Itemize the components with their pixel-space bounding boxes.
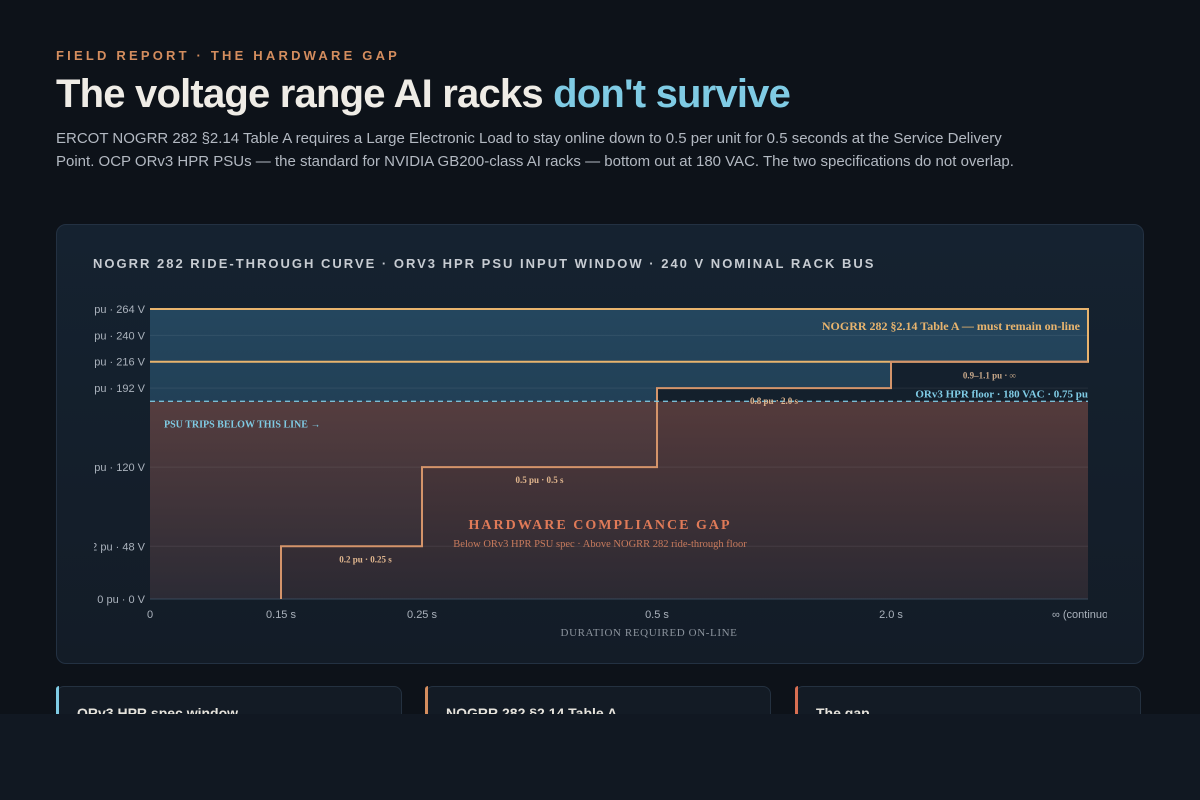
psu-trip-annotation: PSU TRIPS BELOW THIS LINE → [164, 419, 320, 430]
y-tick-label: 0.8 pu · 192 V [76, 383, 146, 395]
page: FIELD REPORT · THE HARDWARE GAP The volt… [56, 0, 1144, 714]
page-title: The voltage range AI racks don't survive [56, 72, 791, 117]
gap-title: HARDWARE COMPLIANCE GAP [469, 518, 732, 533]
y-tick-label: 0 pu · 0 V [97, 594, 145, 606]
x-tick-label: 0 [147, 609, 153, 621]
x-tick-label: 0.25 s [407, 609, 437, 621]
y-tick-label: 0.2 pu · 48 V [82, 541, 146, 553]
info-cards: ORv3 HPR spec window NOGRR 282 §2.14 Tab… [56, 686, 1144, 714]
eyebrow: FIELD REPORT · THE HARDWARE GAP [56, 48, 401, 63]
info-card-orv3: ORv3 HPR spec window [56, 686, 402, 714]
info-card-accent-bar [425, 686, 428, 714]
info-card-accent-bar [795, 686, 798, 714]
x-tick-label: 2.0 s [879, 609, 903, 621]
info-card-label: NOGRR 282 §2.14 Table A [446, 705, 618, 714]
y-tick-label: 1.1 pu · 264 V [76, 304, 146, 316]
step-label: 0.8 pu · 2.0 s [750, 396, 799, 406]
nogrr-upper-boundary [150, 308, 1089, 363]
gap-subtitle: Below ORv3 HPR PSU spec · Above NOGRR 28… [453, 539, 747, 550]
x-tick-label: 0.5 s [645, 609, 669, 621]
step-label: 0.2 pu · 0.25 s [339, 554, 392, 564]
x-tick-label: 0.15 s [266, 609, 296, 621]
chart-card-title: NOGRR 282 RIDE-THROUGH CURVE · ORV3 HPR … [93, 256, 876, 271]
info-card-nogrr: NOGRR 282 §2.14 Table A [425, 686, 771, 714]
x-tick-label: ∞ (continuous) [1052, 609, 1123, 621]
psu-floor-label: ORv3 HPR floor · 180 VAC · 0.75 pu [915, 388, 1088, 400]
y-tick-label: 1.0 pu · 240 V [76, 330, 146, 342]
x-axis-label: DURATION REQUIRED ON-LINE [561, 627, 738, 639]
info-card-gap: The gap [795, 686, 1141, 714]
title-accent: don't survive [553, 72, 791, 116]
bottom-band [0, 714, 1200, 800]
y-tick-label: 0.9 pu · 216 V [76, 357, 146, 369]
ride-through-chart: 0 pu · 0 V 0.2 pu · 48 V 0.5 pu · 120 V 0.8… [76, 304, 1123, 639]
info-card-label: The gap [816, 705, 870, 714]
ride-through-step-curve [280, 360, 1088, 599]
step-label: 0.9–1.1 pu · ∞ [963, 371, 1016, 381]
chart-card: NOGRR 282 RIDE-THROUGH CURVE · ORV3 HPR … [56, 224, 1144, 664]
nogrr-series-label: NOGRR 282 §2.14 Table A — must remain on… [822, 319, 1081, 333]
step-label: 0.5 pu · 0.5 s [515, 475, 564, 485]
title-main: The voltage range AI racks [56, 72, 554, 116]
info-card-label: ORv3 HPR spec window [77, 705, 239, 714]
info-card-accent-bar [56, 686, 59, 714]
y-tick-label: 0.5 pu · 120 V [76, 462, 146, 474]
page-subtitle: ERCOT NOGRR 282 §2.14 Table A requires a… [56, 130, 1014, 170]
compliance-gap-band [150, 401, 1088, 599]
